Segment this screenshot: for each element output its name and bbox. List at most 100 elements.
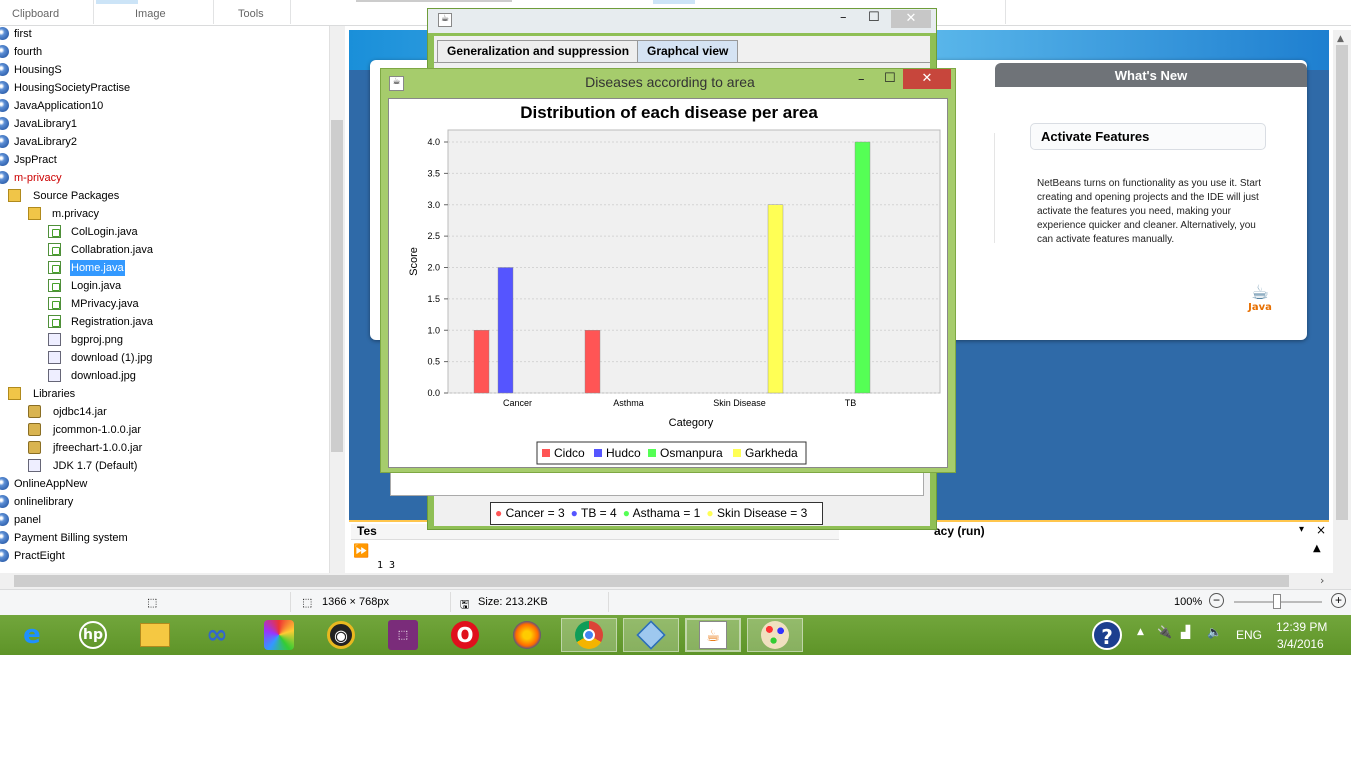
tree-item-label: Login.java	[71, 280, 122, 292]
tree-item[interactable]: Home.java	[0, 259, 329, 277]
activate-features-heading[interactable]: Activate Features	[1030, 123, 1266, 150]
right-scroll-thumb[interactable]	[1336, 45, 1348, 520]
ribbon-group-clipboard[interactable]: Clipboard	[12, 8, 60, 20]
output-tab-run[interactable]: acy (run)	[934, 524, 985, 538]
tree-item[interactable]: +jcommon-1.0.0.jar	[0, 421, 329, 439]
console-output: 1 3	[377, 560, 396, 571]
tree-item[interactable]: Collabration.java	[0, 241, 329, 259]
tree-item[interactable]: Login.java	[0, 277, 329, 295]
tree-item[interactable]: bgproj.png	[0, 331, 329, 349]
ribbon-group-tools[interactable]: Tools	[238, 8, 264, 20]
ribbon-group-image[interactable]: Image	[135, 8, 166, 20]
tree-item[interactable]: Payment Billing system	[0, 529, 329, 547]
tree-item[interactable]: JavaApplication10	[0, 97, 329, 115]
taskbar-internet-explorer[interactable]: e	[4, 618, 60, 652]
language-indicator[interactable]: ENG	[1236, 628, 1263, 642]
tree-item[interactable]: panel	[0, 511, 329, 529]
output-menu-icon[interactable]: ▾	[1299, 524, 1305, 535]
status-divider	[608, 592, 609, 612]
taskbar-chrome[interactable]	[561, 618, 617, 652]
tree-item[interactable]: JspPract	[0, 151, 329, 169]
maximize-icon[interactable]: ☐	[868, 10, 880, 25]
taskbar-paint[interactable]	[747, 618, 803, 652]
minimize-icon[interactable]: –	[840, 10, 847, 25]
taskbar-infinity[interactable]: ∞	[189, 618, 245, 652]
status-divider	[450, 592, 451, 612]
taskbar-firefox[interactable]	[499, 618, 555, 652]
power-icon[interactable]: 🔌	[1157, 625, 1172, 639]
taskbar-virtualbox[interactable]	[623, 618, 679, 652]
clock-date[interactable]: 3/4/2016	[1277, 637, 1324, 651]
zoom-level: 100%	[1174, 596, 1203, 608]
disk-icon: 🖫	[460, 599, 470, 611]
output-tab-test[interactable]: Tes	[357, 524, 377, 538]
internet-explorer-icon: e	[23, 620, 41, 650]
tree-item[interactable]: fourth	[0, 43, 329, 61]
java-app-icon: ☕	[438, 13, 452, 27]
legend-label: Hudco	[606, 446, 641, 460]
maximize-icon[interactable]: ☐	[884, 71, 896, 86]
tree-item[interactable]: PractEight	[0, 547, 329, 565]
output-close-icon[interactable]: ×	[1316, 523, 1327, 537]
tree-item[interactable]: +jfreechart-1.0.0.jar	[0, 439, 329, 457]
tree-item[interactable]: first	[0, 26, 329, 43]
legend2-item-tb: ● TB = 4	[570, 506, 617, 520]
close-icon[interactable]: ✕	[891, 10, 931, 28]
clock-time[interactable]: 12:39 PM	[1276, 620, 1328, 634]
volume-icon[interactable]: 🔈	[1207, 625, 1222, 639]
tree-item[interactable]: +ojdbc14.jar	[0, 403, 329, 421]
network-icon[interactable]: ▟	[1181, 625, 1191, 639]
tree-item[interactable]: ColLogin.java	[0, 223, 329, 241]
taskbar-media-player[interactable]: ◉	[313, 618, 369, 652]
horizontal-scroll-thumb[interactable]	[14, 575, 1289, 587]
zoom-out-button[interactable]: −	[1209, 593, 1224, 608]
zoom-in-button[interactable]: +	[1331, 593, 1346, 608]
tree-item-label: JDK 1.7 (Default)	[53, 460, 138, 472]
tree-item[interactable]: JavaLibrary2	[0, 133, 329, 151]
tree-item[interactable]: Registration.java	[0, 313, 329, 331]
y-tick-label: 4.0	[427, 137, 440, 147]
tree-item[interactable]: −m.privacy	[0, 205, 329, 223]
y-tick-label: 0.0	[427, 388, 440, 398]
jar-icon	[28, 405, 41, 418]
scroll-right-arrow-icon[interactable]: ›	[1320, 574, 1325, 587]
rerun-icon[interactable]: ⏩	[353, 544, 370, 559]
taskbar-hp[interactable]: hp	[65, 618, 121, 652]
zoom-slider-thumb[interactable]	[1273, 594, 1281, 609]
ribbon-divider	[93, 0, 94, 24]
show-hidden-icons-icon[interactable]: ▲	[1137, 627, 1144, 637]
tree-scroll-thumb[interactable]	[331, 120, 343, 452]
ribbon-image-indicator	[96, 0, 138, 4]
legend-swatch	[648, 449, 656, 457]
scroll-up-arrow-icon[interactable]: ▲	[1337, 34, 1344, 44]
tree-item-label: ColLogin.java	[71, 226, 138, 238]
tree-item[interactable]: OnlineAppNew	[0, 475, 329, 493]
tree-item[interactable]: MPrivacy.java	[0, 295, 329, 313]
chrome-icon	[575, 621, 603, 649]
taskbar-opera[interactable]: O	[437, 618, 493, 652]
tree-item[interactable]: JavaLibrary1	[0, 115, 329, 133]
tab-graphical-view[interactable]: Graphcal view	[637, 40, 739, 62]
x-tick-label: Asthma	[613, 398, 644, 408]
tree-item[interactable]: +JDK 1.7 (Default)	[0, 457, 329, 475]
tree-item[interactable]: download (1).jpg	[0, 349, 329, 367]
taskbar-puzzle[interactable]	[251, 618, 307, 652]
whats-new-tab[interactable]: What's New	[995, 63, 1307, 87]
x-tick-label: Cancer	[503, 398, 532, 408]
minimize-icon[interactable]: –	[858, 72, 865, 87]
tree-item[interactable]: −Libraries	[0, 385, 329, 403]
tree-item[interactable]: m-privacy	[0, 169, 329, 187]
tree-item[interactable]: download.jpg	[0, 367, 329, 385]
taskbar-remote[interactable]: ⬚	[375, 618, 431, 652]
tree-item[interactable]: HousingSocietyPractise	[0, 79, 329, 97]
help-icon[interactable]: ?	[1092, 620, 1122, 650]
graphical-view-titlebar[interactable]: ☕ – ☐ ✕	[428, 9, 936, 33]
taskbar-file-explorer[interactable]	[127, 618, 183, 652]
taskbar-java[interactable]: ☕	[685, 618, 741, 652]
console-scroll-up-icon[interactable]: ▲	[1313, 543, 1321, 554]
close-icon[interactable]: ✕	[903, 69, 951, 89]
tree-item[interactable]: HousingS	[0, 61, 329, 79]
tree-item[interactable]: onlinelibrary	[0, 493, 329, 511]
tab-generalization[interactable]: Generalization and suppression	[437, 40, 640, 62]
tree-item[interactable]: −Source Packages	[0, 187, 329, 205]
